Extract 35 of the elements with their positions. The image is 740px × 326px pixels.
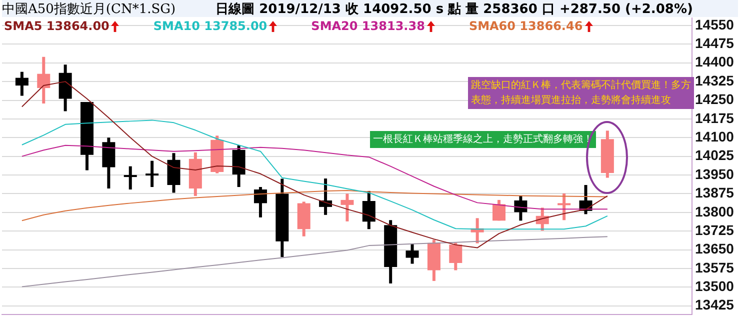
y-tick-label: 14175 xyxy=(695,110,734,126)
text: SMA5 13864.00 xyxy=(4,19,110,33)
annotation: 一根長紅Ｋ棒站穩季線之上，走勢正式翻多轉強！ xyxy=(370,131,596,148)
chart-title: 中國A50指數近月(CN*1.SG) xyxy=(2,0,176,18)
candlestick xyxy=(146,160,159,187)
y-tick-label: 14100 xyxy=(695,128,734,144)
y-tick-label: 14025 xyxy=(695,147,734,164)
candlestick xyxy=(254,186,267,218)
candlestick xyxy=(362,190,376,230)
candlestick xyxy=(406,244,419,264)
y-tick-label: 13575 xyxy=(695,259,734,276)
candlestick xyxy=(340,194,354,222)
text: SMA20 13813.38 xyxy=(311,19,425,33)
text: SMA60 13866.46 xyxy=(468,19,583,33)
y-tick-label: 14475 xyxy=(695,35,734,52)
candlestick xyxy=(124,166,137,190)
chart-subtitle: 日線圖 2019/12/13 收 14092.50 s 點 量 258360 口 +287.50 (+2.08%) xyxy=(216,0,693,18)
y-tick-label: 13950 xyxy=(695,166,734,182)
y-tick-label: 14250 xyxy=(695,91,734,108)
candlestick xyxy=(449,242,462,270)
candlestick xyxy=(37,56,50,104)
y-tick-label: 13500 xyxy=(695,278,734,294)
y-tick-label: 13875 xyxy=(695,184,734,201)
y-tick-label: 13425 xyxy=(695,296,734,313)
text: SMA10 13785.00 xyxy=(153,19,268,33)
y-tick-label: 14400 xyxy=(695,54,734,70)
y-tick-label: 14550 xyxy=(695,16,734,32)
y-tick-label: 13725 xyxy=(695,222,734,238)
candlestick xyxy=(492,200,506,221)
candlestick xyxy=(15,72,28,96)
y-tick-label: 14325 xyxy=(695,72,734,88)
candlestick xyxy=(558,193,571,220)
y-tick-label: 13800 xyxy=(695,203,734,220)
annotation: 跳空缺口的紅Ｋ棒，代表籌碼不計代價買進！多方表態，持續進場買進拉抬，走勢將會持續進攻 xyxy=(468,77,694,109)
y-tick-label: 13650 xyxy=(695,240,734,257)
